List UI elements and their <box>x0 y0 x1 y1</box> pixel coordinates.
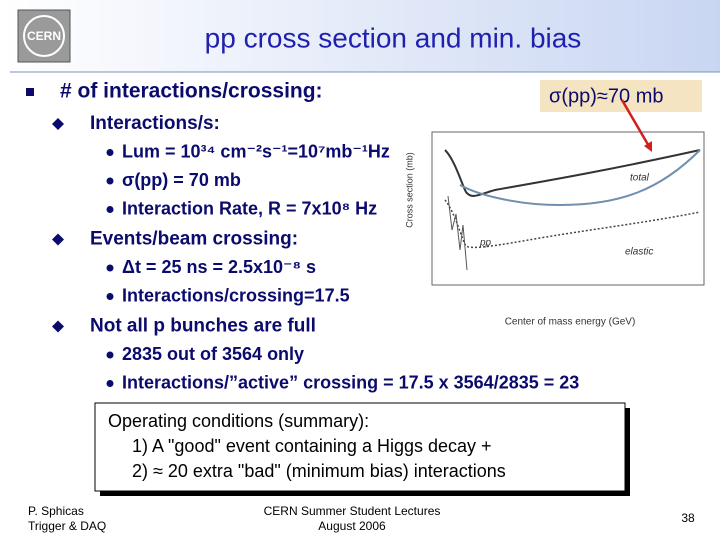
footer-course: Trigger & DAQ <box>28 519 106 533</box>
logo-ring <box>23 15 65 57</box>
callout-arrowhead <box>644 141 652 152</box>
sub-bullet-text: Interaction Rate, R = 7x10⁸ Hz <box>122 198 377 218</box>
bullet-dot <box>106 293 114 300</box>
summary-box <box>94 402 626 492</box>
bullet-dot <box>106 177 114 185</box>
header-band <box>0 0 720 72</box>
bullet-text: Events/beam crossing: <box>90 229 298 250</box>
sub-bullet-text: Interactions/”active” crossing = 17.5 x … <box>122 372 579 392</box>
figure: Cross section (mb) Center of mass energy… <box>404 100 710 332</box>
bullet-dot <box>106 351 114 359</box>
sub-bullet-text: 2835 out of 3564 only <box>122 344 304 364</box>
bullet-diamond <box>52 118 64 130</box>
curve-label: elastic <box>625 247 653 258</box>
callout-arrow <box>620 99 652 149</box>
bullet-diamond <box>52 320 64 333</box>
total-curve <box>444 149 701 197</box>
footer-event: CERN Summer Student Lectures <box>264 504 441 518</box>
bullet-square <box>26 88 34 96</box>
sub-bullet-text: Δt = 25 ns = 2.5x10⁻⁸ s <box>122 257 316 277</box>
bullet-text: Interactions/s: <box>90 113 220 134</box>
curve-label: total <box>630 173 650 184</box>
logo-text: CERN <box>27 29 61 43</box>
page-number: 38 <box>681 511 695 525</box>
fit-curve <box>459 149 701 207</box>
data-scatter <box>447 195 468 271</box>
callout-text: σ(pp)≈70 mb <box>549 85 663 107</box>
x-axis-label: Center of mass energy (GeV) <box>505 317 636 328</box>
logo: CERN <box>17 9 71 63</box>
plot-frame <box>431 131 705 286</box>
bullet-text: Not all p bunches are full <box>90 316 316 337</box>
footer-author: P. Sphicas <box>28 504 84 518</box>
summary-title: Operating conditions (summary): <box>108 411 369 431</box>
bullet-list: Interactions/s: Lum = 10³⁴ cm⁻²s⁻¹=10⁷mb⁻… <box>52 113 579 392</box>
bullet-diamond <box>52 233 64 246</box>
sub-bullet-text: Interactions/crossing=17.5 <box>122 285 350 305</box>
callout-box <box>540 80 702 112</box>
summary-line: 1) A "good" event containing a Higgs dec… <box>132 436 492 456</box>
slide-title: pp cross section and min. bias <box>205 22 582 53</box>
sub-bullet-text: Lum = 10³⁴ cm⁻²s⁻¹=10⁷mb⁻¹Hz <box>122 141 390 161</box>
heading: # of interactions/crossing: <box>60 80 323 103</box>
bullet-dot <box>106 206 114 213</box>
summary-line: 2) ≈ 20 extra "bad" (minimum bias) inter… <box>132 461 506 481</box>
logo-box <box>17 9 71 63</box>
bullet-dot <box>106 380 114 387</box>
elastic-curve <box>444 199 701 249</box>
bullet-dot <box>106 149 114 156</box>
footer-date: August 2006 <box>318 519 386 533</box>
bullet-dot <box>106 264 114 272</box>
curve-label: pp <box>479 238 492 249</box>
sub-bullet-text: σ(pp) = 70 mb <box>122 170 241 190</box>
y-axis-label: Cross section (mb) <box>404 152 414 228</box>
